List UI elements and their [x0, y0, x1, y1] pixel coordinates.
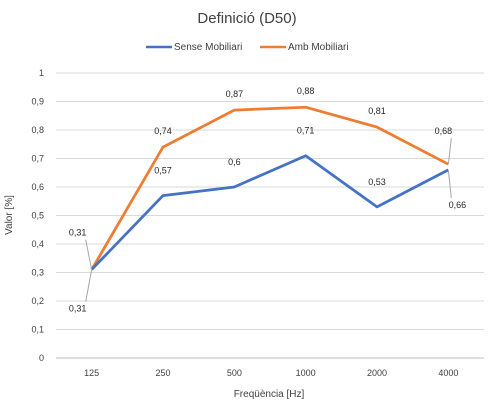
y-tick-label: 0,6 [31, 182, 44, 192]
x-tick-label: 4000 [438, 368, 458, 378]
data-label: 0,53 [368, 177, 386, 187]
x-tick-label: 2000 [367, 368, 387, 378]
legend-label-amb-mobiliari: Amb Mobiliari [288, 42, 349, 53]
y-tick-label: 0,1 [31, 325, 44, 335]
data-label: 0,31 [69, 304, 87, 314]
y-axis-title: Valor [%] [4, 195, 15, 235]
data-labels: 0,31 0,57 0,6 0,71 0,53 0,66 0,31 0,74 0,87 0,88 0… [69, 86, 466, 313]
data-label: 0,31 [69, 228, 87, 238]
data-label: 0,68 [435, 126, 453, 136]
series-line [90, 105, 449, 271]
chart-title: Definició (D50) [197, 10, 296, 27]
data-label: 0,74 [154, 126, 172, 136]
data-label: 0,88 [297, 86, 315, 96]
gridlines [56, 72, 484, 359]
y-tick-label: 0,8 [31, 125, 44, 135]
legend: Sense Mobiliari Amb Mobiliari [146, 42, 349, 53]
legend-label-sense-mobiliari: Sense Mobiliari [174, 42, 242, 53]
y-tick-label: 0,7 [31, 154, 44, 164]
data-label-leader [85, 269, 93, 302]
y-tick-label: 0,9 [31, 97, 44, 107]
data-label-leader [447, 138, 452, 165]
y-tick-labels: 0 0,1 0,2 0,3 0,4 0,5 0,6 0,7 0,8 0,9 1 [31, 68, 44, 363]
data-label-leader [447, 169, 452, 198]
x-tick-label: 1000 [296, 368, 316, 378]
data-label-leader [85, 239, 93, 270]
y-tick-label: 0,3 [31, 268, 44, 278]
data-label: 0,57 [154, 166, 172, 176]
x-tick-label: 125 [84, 368, 99, 378]
y-tick-label: 0 [39, 353, 44, 363]
y-tick-label: 1 [39, 68, 44, 78]
x-axis-title: Freqüència [Hz] [234, 389, 305, 400]
data-label: 0,87 [226, 89, 244, 99]
y-tick-label: 0,2 [31, 296, 44, 306]
series-line [90, 154, 449, 271]
x-tick-labels: 125 250 500 1000 2000 4000 [84, 368, 458, 378]
y-tick-label: 0,5 [31, 211, 44, 221]
data-label: 0,81 [368, 106, 386, 116]
y-tick-label: 0,4 [31, 239, 44, 249]
data-label: 0,71 [297, 126, 315, 136]
x-tick-label: 250 [155, 368, 170, 378]
series-lines [90, 105, 449, 271]
data-label: 0,6 [228, 157, 241, 167]
data-label: 0,66 [449, 200, 467, 210]
x-tick-label: 500 [227, 368, 242, 378]
